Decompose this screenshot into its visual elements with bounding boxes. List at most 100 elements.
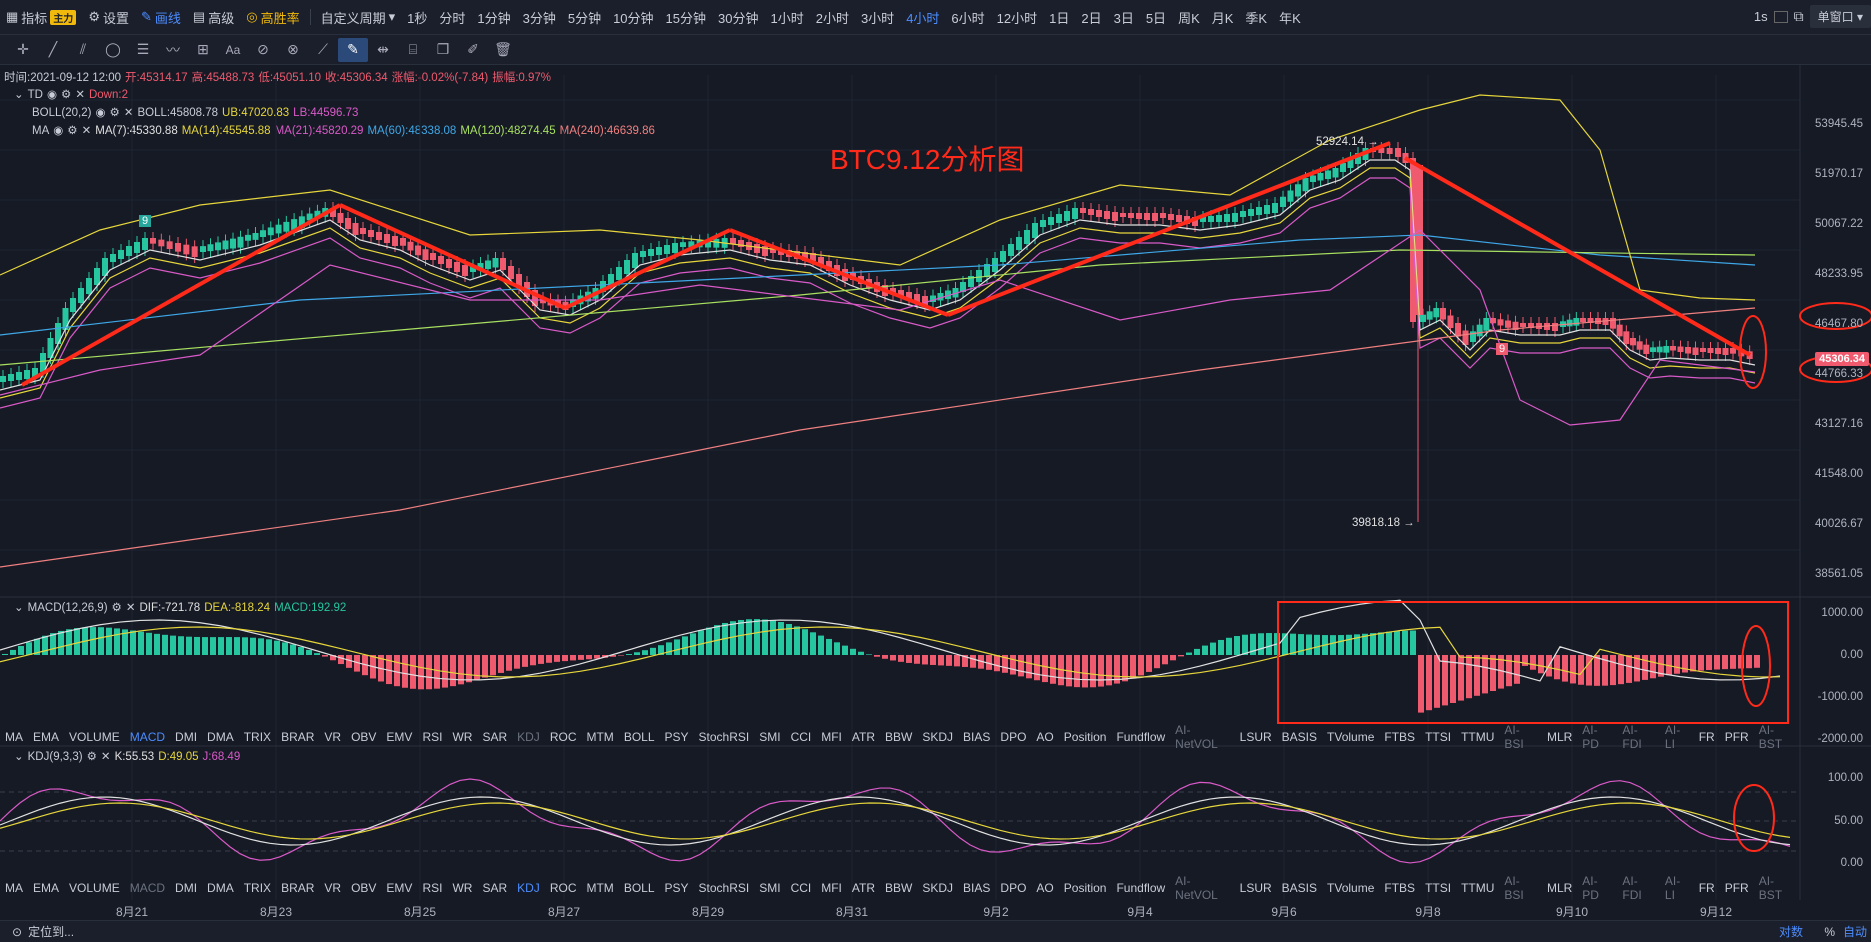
close-icon[interactable]: ✕ bbox=[81, 125, 92, 137]
close-icon[interactable]: ✕ bbox=[123, 107, 134, 119]
indicator-tab-kdj[interactable]: KDJ bbox=[517, 881, 540, 895]
copy-icon[interactable]: ❐ bbox=[436, 41, 450, 57]
indicator-tab-fr[interactable]: FR bbox=[1698, 881, 1715, 895]
locate-icon[interactable]: ⊙ bbox=[12, 924, 23, 939]
high-winrate-button[interactable]: ◎ 高胜率 bbox=[246, 9, 300, 26]
gear-icon[interactable]: ⚙ bbox=[109, 107, 120, 119]
indicator-tab-fr[interactable]: FR bbox=[1698, 730, 1715, 744]
indicator-tab-obv[interactable]: OBV bbox=[351, 730, 377, 744]
indicator-tab-position[interactable]: Position bbox=[1063, 730, 1107, 744]
period-15[interactable]: 2日 bbox=[1081, 10, 1102, 26]
measure-icon[interactable]: ⊞ bbox=[197, 41, 209, 57]
gear-icon[interactable]: ⚙ bbox=[67, 125, 78, 137]
indicator-tab-ma[interactable]: MA bbox=[5, 881, 23, 895]
indicator-button[interactable]: ▦ 指标 主力 bbox=[0, 8, 82, 27]
indicator-tab-kdj[interactable]: KDJ bbox=[517, 730, 540, 744]
custom-period-dropdown[interactable]: 自定义周期 ▾ bbox=[320, 9, 396, 26]
gear-icon[interactable]: ⚙ bbox=[61, 89, 72, 101]
period-7[interactable]: 30分钟 bbox=[718, 10, 759, 26]
compare-icon[interactable]: ⇹ bbox=[377, 41, 389, 57]
indicator-tab-basis[interactable]: BASIS bbox=[1281, 881, 1318, 895]
period-11[interactable]: 4小时 bbox=[906, 10, 940, 26]
indicator-tab-fundflow[interactable]: Fundflow bbox=[1116, 881, 1166, 895]
settings-button[interactable]: ⚙ 设置 bbox=[88, 9, 129, 26]
eye-icon[interactable]: ◉ bbox=[46, 89, 58, 101]
indicator-tab-ema[interactable]: EMA bbox=[33, 881, 60, 895]
wave-icon[interactable]: 〰 bbox=[166, 41, 180, 58]
hide-icon[interactable]: ⊗ bbox=[287, 41, 299, 57]
indicator-tab-ai-fdi[interactable]: AI-FDI bbox=[1622, 874, 1642, 902]
indicator-tab-mtm[interactable]: MTM bbox=[586, 881, 614, 895]
period-16[interactable]: 3日 bbox=[1113, 10, 1134, 26]
log-toggle[interactable]: 对数 bbox=[1778, 925, 1803, 939]
crosshair-icon[interactable]: ✛ bbox=[17, 41, 29, 57]
indicator-tab-ai-li[interactable]: AI-LI bbox=[1664, 874, 1681, 902]
pencil-icon[interactable]: ✎ bbox=[338, 37, 368, 62]
indicator-tab-ai-li[interactable]: AI-LI bbox=[1664, 723, 1681, 751]
indicator-tab-smi[interactable]: SMI bbox=[759, 881, 781, 895]
period-20[interactable]: 季K bbox=[1245, 10, 1268, 26]
close-icon[interactable]: ✕ bbox=[75, 89, 85, 101]
indicator-tab-obv[interactable]: OBV bbox=[351, 881, 377, 895]
indicator-tab-dmi[interactable]: DMI bbox=[175, 730, 198, 744]
advanced-button[interactable]: ▤ 高级 bbox=[192, 9, 235, 26]
indicator-tab-brar[interactable]: BRAR bbox=[281, 881, 315, 895]
indicator-tab-ftbs[interactable]: FTBS bbox=[1384, 881, 1416, 895]
indicator-tab-tvolume[interactable]: TVolume bbox=[1327, 730, 1375, 744]
period-13[interactable]: 12小时 bbox=[996, 10, 1038, 26]
indicator-tab-rsi[interactable]: RSI bbox=[422, 730, 443, 744]
indicator-tab-bias[interactable]: BIAS bbox=[963, 730, 991, 744]
period-0[interactable]: 1秒 bbox=[407, 10, 428, 26]
indicator-tab-dma[interactable]: DMA bbox=[207, 881, 234, 895]
chevron-down-icon[interactable]: ⌄ bbox=[14, 89, 24, 101]
indicator-tab-macd[interactable]: MACD bbox=[129, 730, 166, 744]
period-8[interactable]: 1小时 bbox=[770, 10, 804, 26]
indicator-tab-ema[interactable]: EMA bbox=[33, 730, 60, 744]
indicator-tab-bbw[interactable]: BBW bbox=[885, 881, 913, 895]
period-3[interactable]: 3分钟 bbox=[522, 10, 556, 26]
indicator-tab-trix[interactable]: TRIX bbox=[243, 881, 272, 895]
period-5[interactable]: 10分钟 bbox=[613, 10, 654, 26]
indicator-tab-ai-bsi[interactable]: AI-BSI bbox=[1504, 723, 1524, 751]
indicator-tab-ai-netvol[interactable]: AI-NetVOL bbox=[1175, 874, 1218, 902]
text-icon[interactable]: Aa bbox=[225, 42, 241, 57]
indicator-tab-ai-fdi[interactable]: AI-FDI bbox=[1622, 723, 1642, 751]
indicator-tab-sar[interactable]: SAR bbox=[482, 730, 508, 744]
indicator-tab-vr[interactable]: VR bbox=[324, 881, 342, 895]
indicator-tab-skdj[interactable]: SKDJ bbox=[922, 881, 954, 895]
indicator-tab-macd[interactable]: MACD bbox=[129, 881, 166, 895]
indicator-tab-ftbs[interactable]: FTBS bbox=[1384, 730, 1416, 744]
indicator-tab-tvolume[interactable]: TVolume bbox=[1327, 881, 1375, 895]
indicator-tab-dma[interactable]: DMA bbox=[207, 730, 234, 744]
indicator-tab-brar[interactable]: BRAR bbox=[281, 730, 315, 744]
indicator-tab-dpo[interactable]: DPO bbox=[1000, 881, 1027, 895]
magnet-icon[interactable]: ⊘ bbox=[257, 41, 269, 57]
indicator-tab-ttmu[interactable]: TTMU bbox=[1461, 881, 1495, 895]
period-2[interactable]: 1分钟 bbox=[477, 10, 511, 26]
indicator-tab-mlr[interactable]: MLR bbox=[1546, 881, 1573, 895]
indicator-tab-ai-bst[interactable]: AI-BST bbox=[1758, 723, 1783, 751]
indicator-tab-mfi[interactable]: MFI bbox=[821, 881, 842, 895]
indicator-tab-ai-bst[interactable]: AI-BST bbox=[1758, 874, 1783, 902]
indicator-tab-bias[interactable]: BIAS bbox=[963, 881, 991, 895]
indicator-tab-psy[interactable]: PSY bbox=[664, 730, 689, 744]
period-4[interactable]: 5分钟 bbox=[567, 10, 602, 26]
indicator-tab-psy[interactable]: PSY bbox=[664, 881, 689, 895]
eye-icon[interactable]: ◉ bbox=[95, 107, 106, 119]
indicator-tab-volume[interactable]: VOLUME bbox=[69, 730, 120, 744]
indicator-tab-pfr[interactable]: PFR bbox=[1724, 881, 1749, 895]
gear-icon[interactable]: ⚙ bbox=[86, 751, 97, 763]
period-12[interactable]: 6小时 bbox=[951, 10, 985, 26]
indicator-tab-stochrsi[interactable]: StochRSI bbox=[698, 730, 750, 744]
chevron-down-icon[interactable]: ⌄ bbox=[14, 751, 24, 763]
fib-icon[interactable]: ☰ bbox=[136, 41, 150, 57]
period-10[interactable]: 3小时 bbox=[860, 10, 895, 26]
indicator-tab-volume[interactable]: VOLUME bbox=[69, 881, 120, 895]
indicator-tab-basis[interactable]: BASIS bbox=[1281, 730, 1318, 744]
period-1[interactable]: 分时 bbox=[439, 10, 466, 26]
close-icon[interactable]: ✕ bbox=[125, 602, 136, 614]
indicator-tab-ai-pd[interactable]: AI-PD bbox=[1582, 874, 1599, 902]
period-9[interactable]: 2小时 bbox=[815, 10, 849, 26]
indicator-tab-cci[interactable]: CCI bbox=[790, 730, 812, 744]
locate-button[interactable]: 定位到... bbox=[28, 925, 75, 939]
